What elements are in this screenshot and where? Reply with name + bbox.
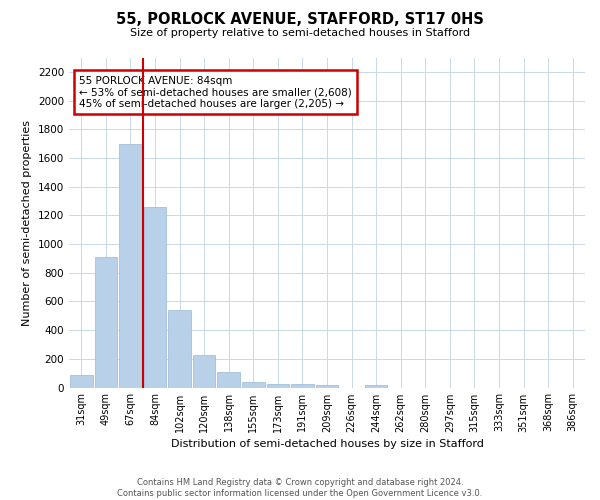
Text: 55, PORLOCK AVENUE, STAFFORD, ST17 0HS: 55, PORLOCK AVENUE, STAFFORD, ST17 0HS: [116, 12, 484, 28]
Bar: [291, 384, 314, 388]
Bar: [95, 257, 117, 388]
Bar: [316, 384, 338, 388]
Bar: [266, 384, 289, 388]
Bar: [119, 144, 142, 388]
Text: Size of property relative to semi-detached houses in Stafford: Size of property relative to semi-detach…: [130, 28, 470, 38]
Bar: [168, 310, 191, 388]
Bar: [242, 382, 265, 388]
Y-axis label: Number of semi-detached properties: Number of semi-detached properties: [22, 120, 32, 326]
Bar: [70, 374, 92, 388]
Text: 55 PORLOCK AVENUE: 84sqm
← 53% of semi-detached houses are smaller (2,608)
45% o: 55 PORLOCK AVENUE: 84sqm ← 53% of semi-d…: [79, 76, 352, 109]
Text: Contains HM Land Registry data © Crown copyright and database right 2024.
Contai: Contains HM Land Registry data © Crown c…: [118, 478, 482, 498]
Bar: [193, 354, 215, 388]
Bar: [143, 206, 166, 388]
Bar: [365, 384, 388, 388]
Bar: [217, 372, 240, 388]
X-axis label: Distribution of semi-detached houses by size in Stafford: Distribution of semi-detached houses by …: [170, 438, 484, 448]
